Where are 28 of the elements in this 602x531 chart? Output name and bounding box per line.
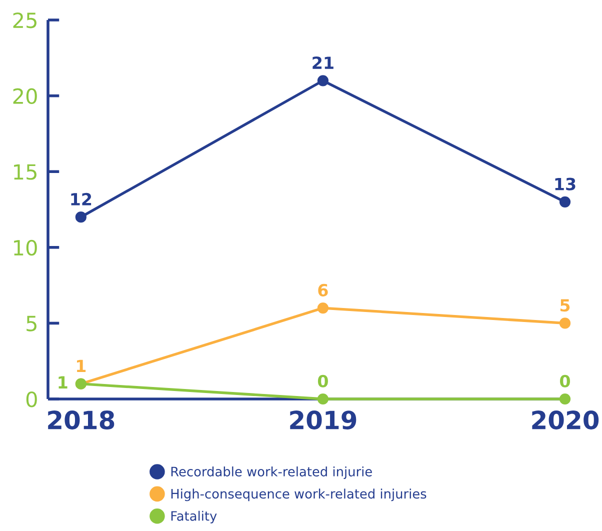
x-tick-label: 2018 bbox=[48, 410, 114, 430]
point bbox=[559, 393, 571, 405]
x-tick-label: 2020 bbox=[532, 410, 599, 430]
data-label: 0 bbox=[560, 374, 570, 388]
point bbox=[559, 196, 571, 208]
y-tick-label: 20 bbox=[13, 88, 37, 104]
data-label: 12 bbox=[71, 192, 92, 206]
point bbox=[75, 212, 86, 223]
y-tick-label: 10 bbox=[14, 240, 37, 256]
legend-label: High-consequence work-related injuries bbox=[171, 488, 426, 502]
data-label: 1 bbox=[58, 376, 68, 388]
point bbox=[317, 302, 329, 314]
y-tick-label: 0 bbox=[26, 391, 37, 408]
y-tick-label: 25 bbox=[13, 12, 36, 28]
data-label: 6 bbox=[318, 284, 328, 296]
data-label: 1 bbox=[77, 360, 86, 372]
point bbox=[559, 318, 571, 329]
x-tick-label: 2019 bbox=[290, 410, 356, 430]
legend-label: Recordable work-related injurie bbox=[171, 466, 372, 479]
data-label: 5 bbox=[560, 299, 570, 312]
data-label: 0 bbox=[318, 374, 328, 388]
point bbox=[317, 75, 329, 86]
data-label: 13 bbox=[555, 178, 576, 190]
legend-label: Fatality bbox=[171, 510, 217, 524]
point bbox=[317, 393, 329, 405]
data-label: 21 bbox=[312, 56, 334, 69]
y-tick-label: 15 bbox=[14, 164, 36, 180]
y-tick-label: 5 bbox=[26, 316, 36, 332]
